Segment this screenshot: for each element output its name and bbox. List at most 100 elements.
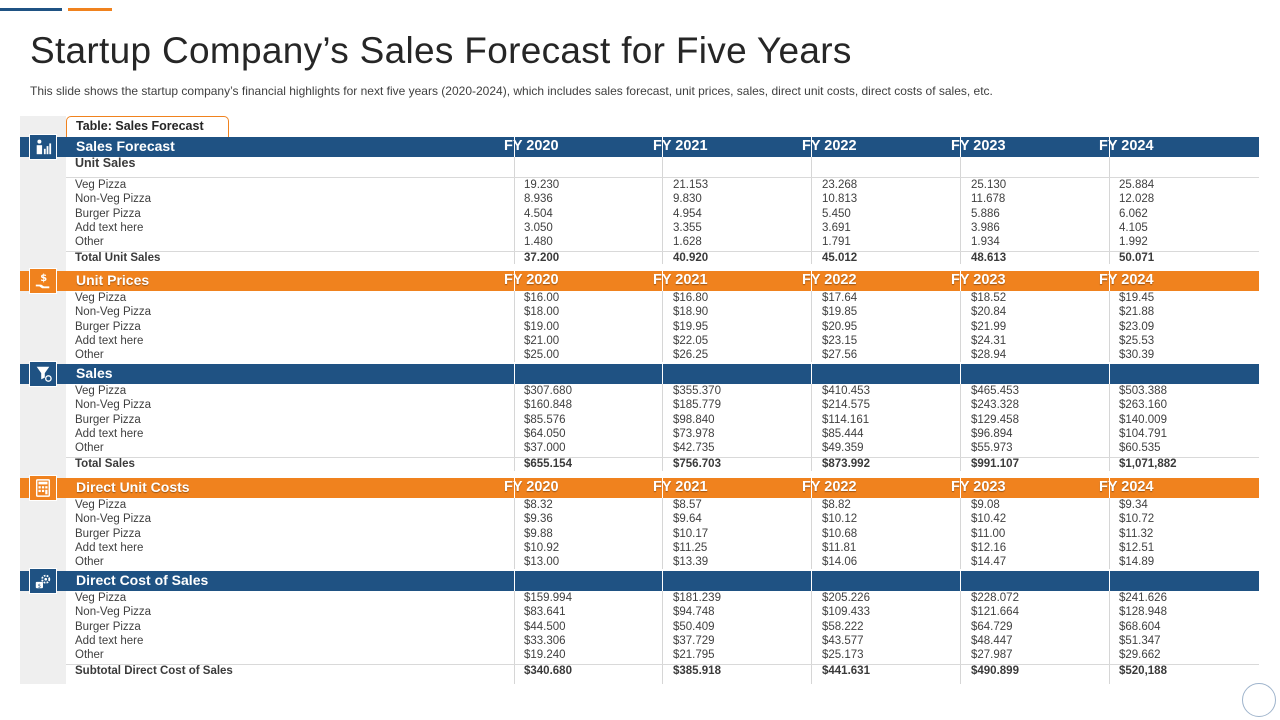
total-label: Total Sales [75, 457, 135, 470]
section-title: Unit Prices [76, 272, 150, 288]
year-header: FY 2020 [504, 479, 559, 495]
header-divider [811, 137, 812, 157]
table-row: Burger Pizza $85.576 $98.840 $114.161 $129.4… [66, 413, 1259, 427]
total-value: $1,071,882 [1119, 457, 1177, 470]
cell-value: $10.92 [524, 541, 560, 554]
cell-value: $13.39 [673, 556, 709, 569]
cell-value: $140.009 [1119, 413, 1167, 426]
cell-value: $26.25 [673, 349, 709, 362]
cell-value: $28.94 [971, 349, 1007, 362]
dollar-hand-icon: $ [29, 268, 57, 294]
section-title: Direct Unit Costs [76, 479, 190, 495]
cell-value: 1.480 [524, 236, 553, 249]
cell-value: $8.32 [524, 499, 553, 511]
table-row: Other $13.00 $13.39 $14.06 $14.47 $14.89 [66, 555, 1259, 569]
table-row: Other $19.240 $21.795 $25.173 $27.987 $29.662 [66, 648, 1259, 662]
cell-value: $9.88 [524, 527, 553, 540]
year-header: FY 2023 [951, 138, 1006, 154]
cell-value: $307.680 [524, 385, 572, 397]
cell-value: $24.31 [971, 334, 1007, 347]
header-divider [960, 271, 961, 291]
cell-value: 4.504 [524, 207, 553, 220]
cell-value: $27.987 [971, 649, 1013, 662]
cell-value: 5.886 [971, 207, 1000, 220]
year-header: FY 2022 [802, 479, 857, 495]
total-label: Total Unit Sales [75, 251, 161, 264]
row-label: Other [75, 649, 104, 662]
table-row: Non-Veg Pizza $18.00 $18.90 $19.85 $20.84 $21… [66, 305, 1259, 319]
cell-value: 1.628 [673, 236, 702, 249]
table-row: Burger Pizza $9.88 $10.17 $10.68 $11.00 $11.3… [66, 527, 1259, 541]
cell-value: $20.95 [822, 320, 858, 333]
cell-value: $18.00 [524, 306, 560, 319]
cell-value: $16.80 [673, 292, 709, 304]
cell-value: 19.230 [524, 179, 560, 191]
section-title: Sales Forecast [76, 138, 175, 154]
cell-value: $23.15 [822, 334, 858, 347]
column-divider [811, 498, 812, 569]
year-header: FY 2020 [504, 272, 559, 288]
cell-value: $10.17 [673, 527, 709, 540]
cell-value: $19.45 [1119, 292, 1155, 304]
column-divider [662, 384, 663, 471]
cell-value: $12.16 [971, 541, 1007, 554]
cell-value: 3.355 [673, 221, 702, 234]
header-divider [514, 271, 515, 291]
icon-sidebar-panel [20, 116, 66, 684]
header-divider [1109, 478, 1110, 498]
cell-value: $159.994 [524, 592, 572, 604]
total-row: Subtotal Direct Cost of Sales $340.680 $38… [66, 664, 1259, 678]
cell-value: $83.641 [524, 606, 566, 619]
column-divider [514, 157, 515, 264]
column-divider [1109, 498, 1110, 569]
cell-value: $68.604 [1119, 620, 1161, 633]
cell-value: $29.662 [1119, 649, 1161, 662]
cell-value: $37.000 [524, 442, 566, 455]
year-header: FY 2024 [1099, 479, 1154, 495]
header-divider [811, 271, 812, 291]
row-label: Non-Veg Pizza [75, 193, 152, 206]
table-row: Add text here $33.306 $37.729 $43.577 $48.44… [66, 634, 1259, 648]
header-divider [514, 571, 515, 591]
cell-value: 4.954 [673, 207, 702, 220]
row-label: Non-Veg Pizza [75, 306, 152, 319]
column-divider [811, 384, 812, 471]
cell-value: $14.47 [971, 556, 1007, 569]
total-value: $340.680 [524, 664, 572, 677]
table-row: Non-Veg Pizza $83.641 $94.748 $109.433 $121.… [66, 605, 1259, 619]
total-label: Subtotal Direct Cost of Sales [75, 664, 233, 677]
column-divider [811, 157, 812, 264]
cell-value: $98.840 [673, 413, 715, 426]
total-value: $385.918 [673, 664, 721, 677]
cell-value: $9.64 [673, 513, 702, 526]
cell-value: $14.06 [822, 556, 858, 569]
table-row: Non-Veg Pizza $9.36 $9.64 $10.12 $10.42 $10.7… [66, 512, 1259, 526]
cell-value: $64.729 [971, 620, 1013, 633]
cell-value: $85.576 [524, 413, 566, 426]
cell-value: $14.89 [1119, 556, 1155, 569]
cell-value: $181.239 [673, 592, 721, 604]
total-value: $991.107 [971, 457, 1019, 470]
total-value: 50.071 [1119, 251, 1155, 264]
row-label: Other [75, 556, 104, 569]
year-header: FY 2024 [1099, 138, 1154, 154]
table-row: Other $37.000 $42.735 $49.359 $55.973 $60.535 [66, 441, 1259, 455]
cell-value: $21.00 [524, 334, 560, 347]
cell-value: $410.453 [822, 385, 870, 397]
total-separator [66, 250, 1259, 252]
cell-value: 21.153 [673, 179, 709, 191]
column-divider [514, 384, 515, 471]
column-divider [1109, 291, 1110, 362]
row-label: Other [75, 236, 104, 249]
cell-value: $21.88 [1119, 306, 1155, 319]
total-value: 48.613 [971, 251, 1007, 264]
table-row: Add text here $64.050 $73.978 $85.444 $96.89… [66, 427, 1259, 441]
row-label: Other [75, 349, 104, 362]
cell-value: $9.34 [1119, 499, 1148, 511]
cost-gear-icon: $ [29, 568, 57, 594]
row-label: Burger Pizza [75, 527, 141, 540]
svg-text:$: $ [40, 273, 47, 284]
column-divider [960, 157, 961, 264]
section-header: $ Direct Cost of Sales [20, 568, 1259, 594]
cell-value: 1.791 [822, 236, 851, 249]
